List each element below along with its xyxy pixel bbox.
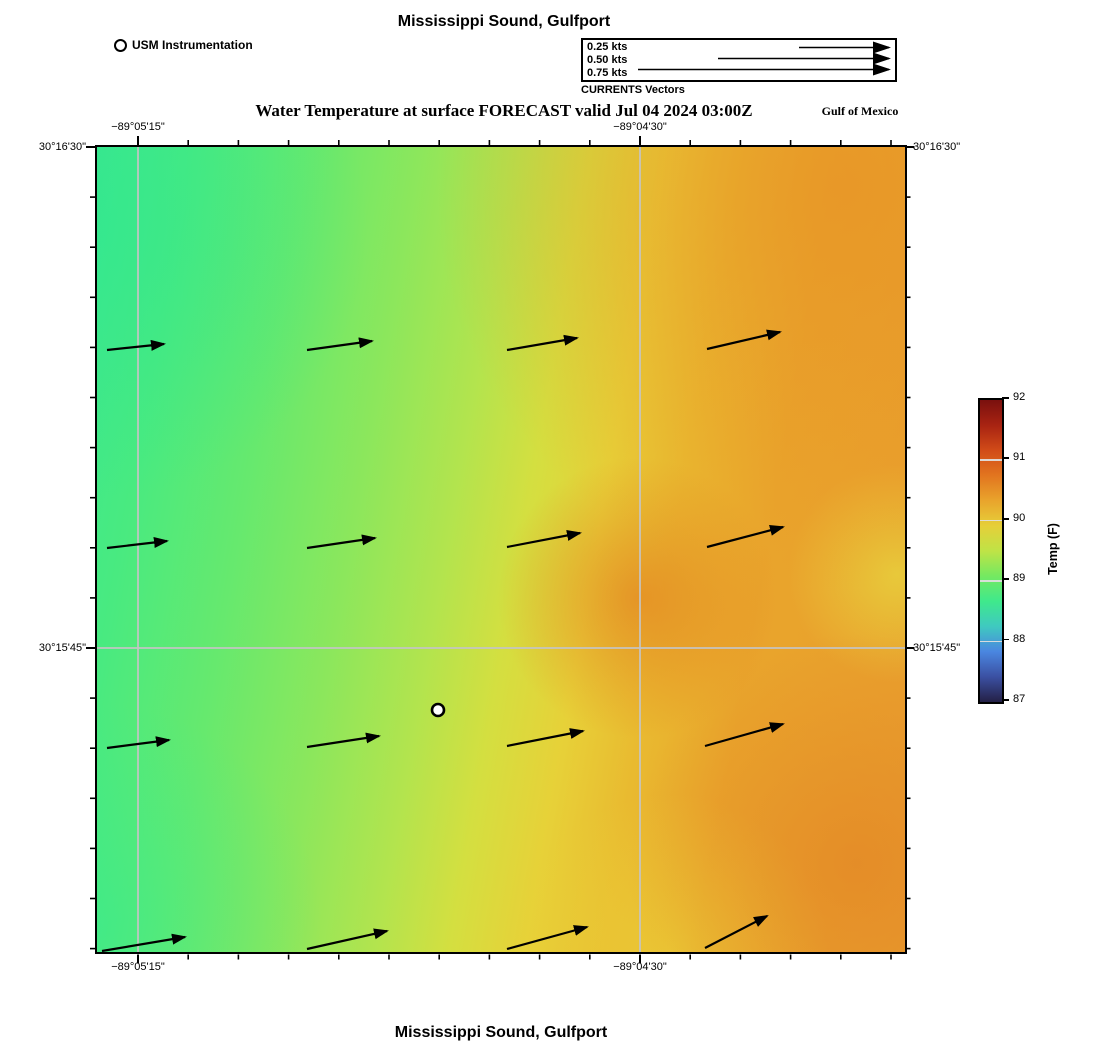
colorbar-tick-mark bbox=[1002, 578, 1009, 580]
station-marker bbox=[430, 702, 446, 718]
currents-legend-caption: CURRENTS Vectors bbox=[581, 84, 685, 96]
current-vector-arrow bbox=[106, 339, 166, 352]
current-vector-arrow bbox=[506, 728, 585, 748]
current-vector-arrow bbox=[101, 933, 187, 952]
figure-subtitle: Water Temperature at surface FORECAST va… bbox=[255, 101, 753, 120]
current-vector-arrow bbox=[704, 915, 769, 949]
axis-label-top: −89°04'30" bbox=[613, 121, 667, 133]
currents-legend-item-label: 0.50 kts bbox=[587, 53, 628, 66]
station-marker-icon bbox=[114, 39, 127, 52]
temperature-field bbox=[97, 147, 905, 952]
colorbar-tick-mark bbox=[1002, 457, 1009, 460]
colorbar-title: Temp (F) bbox=[1046, 523, 1060, 575]
colorbar-tick-mark bbox=[1002, 699, 1009, 701]
colorbar-gridline bbox=[980, 580, 1002, 582]
colorbar-tick-label: 87 bbox=[1013, 693, 1026, 705]
currents-legend-item-label: 0.75 kts bbox=[587, 66, 628, 79]
figure-title-bottom: Mississippi Sound, Gulfport bbox=[394, 1024, 608, 1041]
colorbar-tick-label: 92 bbox=[1013, 391, 1026, 403]
currents-legend-item-label: 0.25 kts bbox=[587, 40, 628, 53]
current-vector-arrow bbox=[706, 329, 782, 351]
current-vector-arrow bbox=[506, 334, 579, 352]
current-vector-arrow bbox=[306, 534, 377, 550]
colorbar-tick-mark bbox=[1002, 638, 1009, 641]
map-plot bbox=[95, 145, 907, 954]
current-vector-arrow bbox=[106, 736, 171, 750]
colorbar-tick-mark bbox=[1002, 397, 1009, 399]
current-vector-arrow bbox=[306, 337, 374, 352]
colorbar bbox=[978, 398, 1004, 704]
colorbar-tick-label: 88 bbox=[1013, 632, 1026, 645]
currents-legend-box: 0.25 kts 0.50 kts 0.75 kts bbox=[581, 38, 897, 82]
colorbar-tick-label: 90 bbox=[1013, 511, 1026, 524]
region-label: Gulf of Mexico bbox=[821, 104, 899, 118]
axis-label-top: −89°05'15" bbox=[111, 121, 165, 133]
axis-label-left: 30°16'30" bbox=[38, 141, 86, 153]
colorbar-tick-label: 91 bbox=[1013, 451, 1026, 464]
colorbar-gridline bbox=[980, 459, 1002, 461]
colorbar-gridline bbox=[980, 519, 1002, 522]
current-vector-arrow bbox=[704, 722, 785, 748]
axis-label-left: 30°15'45" bbox=[38, 642, 86, 654]
current-vector-arrow bbox=[106, 537, 169, 550]
map-gridline-vertical bbox=[639, 147, 641, 952]
colorbar-gridline bbox=[980, 640, 1002, 643]
currents-legend-arrows bbox=[638, 41, 891, 76]
current-vector-arrow bbox=[506, 530, 582, 549]
axis-label-right: 30°16'30" bbox=[913, 141, 961, 153]
colorbar-tick-mark bbox=[1002, 517, 1009, 520]
figure-title-top: Mississippi Sound, Gulfport bbox=[397, 13, 611, 30]
current-vector-arrow bbox=[306, 928, 389, 951]
map-gridline-horizontal bbox=[97, 647, 905, 649]
current-vector-arrow bbox=[706, 524, 785, 549]
axis-label-bottom: −89°04'30" bbox=[613, 961, 667, 973]
colorbar-tick-label: 89 bbox=[1013, 572, 1026, 585]
station-legend-label: USM Instrumentation bbox=[132, 38, 253, 52]
current-vectors-layer bbox=[101, 329, 785, 952]
axis-label-right: 30°15'45" bbox=[913, 642, 961, 654]
current-vector-arrow bbox=[506, 925, 589, 951]
current-vector-arrow bbox=[306, 732, 381, 749]
axis-label-bottom: −89°05'15" bbox=[111, 961, 165, 973]
map-gridline-vertical bbox=[137, 147, 139, 952]
